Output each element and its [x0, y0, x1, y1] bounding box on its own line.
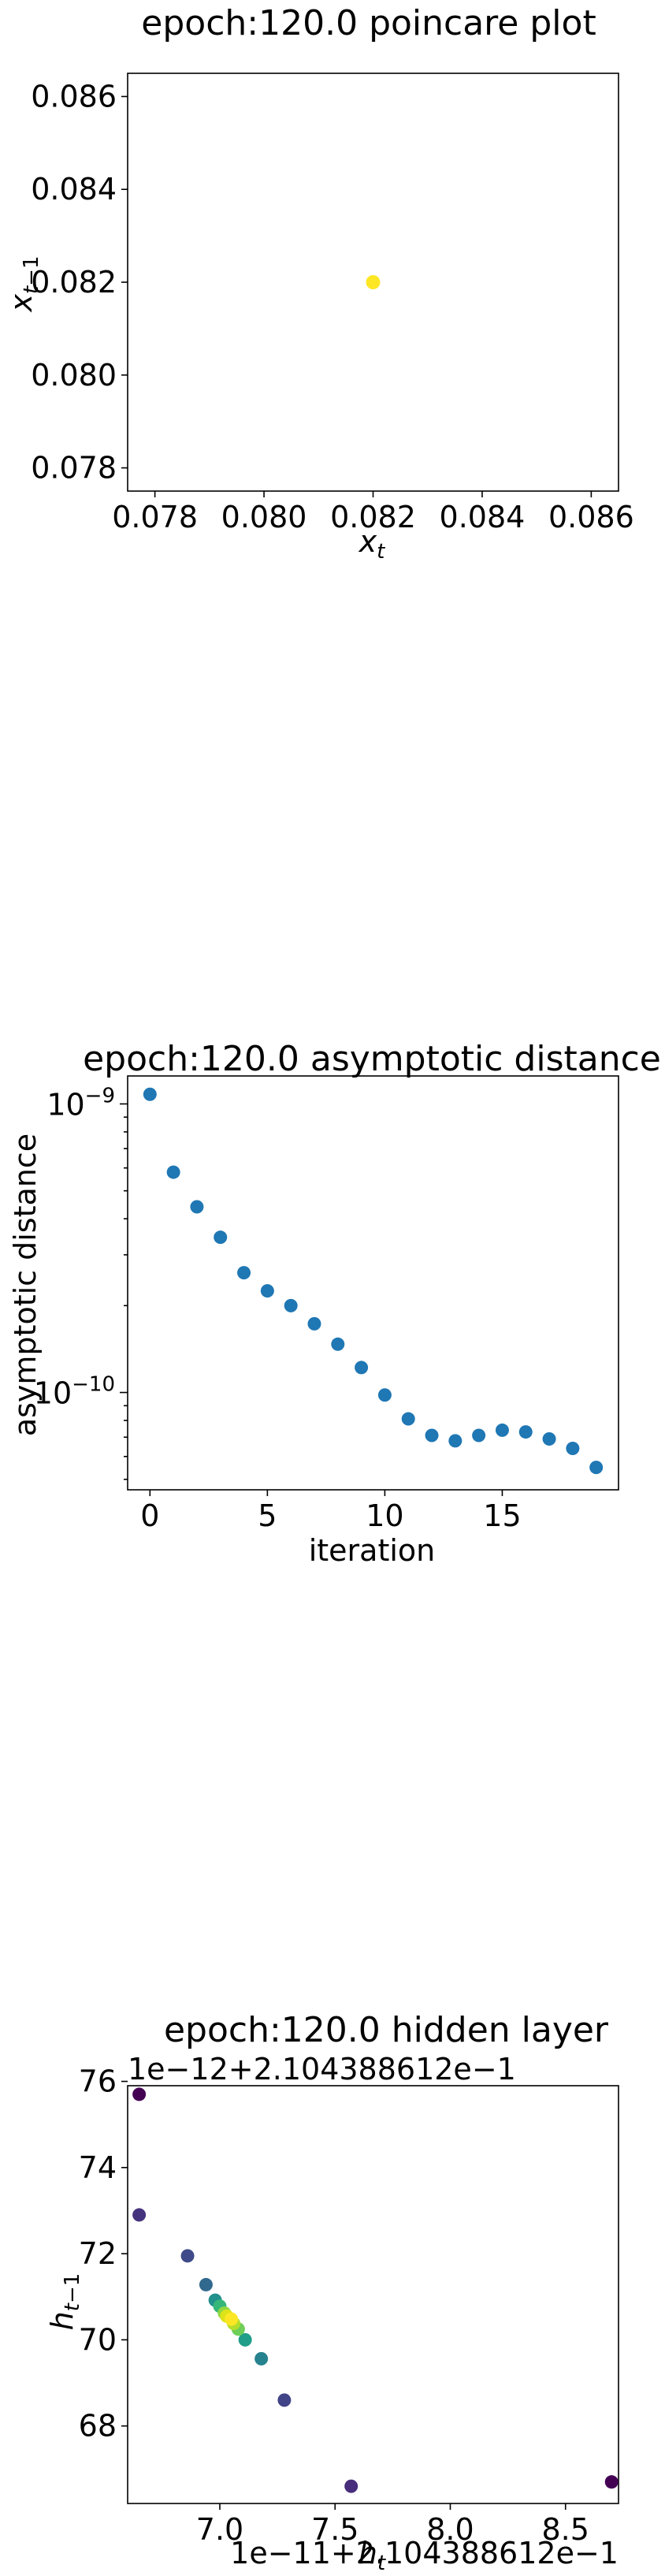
- data-point: [260, 1284, 274, 1298]
- points: [366, 275, 381, 289]
- data-point: [132, 2208, 147, 2222]
- y-ticks: 0.078 0.080 0.082 0.084 0.086: [31, 79, 128, 486]
- y-axis-label: asymptotic distance: [8, 1134, 43, 1436]
- x-tick-label: 7.5: [311, 2512, 359, 2547]
- x-tick-label: 0: [140, 1498, 159, 1533]
- poincare-chart: epoch:120.0 poincare plot 0.078 0.080 0.08…: [4, 3, 634, 564]
- y-axis-label: xt−1: [4, 255, 43, 312]
- x-tick-label: 0.084: [440, 500, 526, 534]
- x-tick-label: 8.0: [426, 2512, 474, 2547]
- x-tick-label: 5: [258, 1498, 277, 1533]
- y-axis-label: ht−1: [45, 2273, 84, 2331]
- y-tick-label: 76: [79, 2064, 117, 2099]
- y-tick-label: 70: [79, 2322, 117, 2357]
- x-tick-label: 7.0: [196, 2512, 243, 2547]
- hidden-layer-chart: epoch:120.0 hidden layer 1e−12+2.1043886…: [45, 2010, 619, 2570]
- x-ticks: 0.078 0.080 0.082 0.084 0.086: [112, 491, 634, 534]
- y-tick-label: 0.084: [31, 172, 117, 207]
- x-ticks: 0 5 10 15: [140, 1490, 522, 1533]
- points: [132, 2087, 619, 2493]
- data-point: [277, 2393, 292, 2407]
- x-axis-label: iteration: [309, 1533, 436, 1568]
- y-tick-label: 0.082: [31, 265, 117, 300]
- data-point: [472, 1428, 486, 1442]
- y-tick-label: 0.078: [31, 451, 117, 486]
- data-point: [425, 1428, 439, 1442]
- data-point: [238, 2332, 252, 2347]
- y-ticks: 10−9 10−10: [34, 1084, 128, 1480]
- data-point: [254, 2351, 269, 2366]
- asymptotic-distance-chart: epoch:120.0 asymptotic distance 0 5 10 15 1…: [8, 1039, 661, 1568]
- plot-frame: [127, 1075, 619, 1491]
- x-tick-label: 0.078: [112, 500, 198, 534]
- data-point: [331, 1337, 345, 1351]
- x-axis-label: ht: [359, 2536, 386, 2570]
- data-point: [284, 1298, 298, 1312]
- data-point: [180, 2249, 195, 2263]
- data-point: [366, 275, 381, 289]
- data-point: [199, 2277, 213, 2291]
- data-point: [542, 1432, 556, 1446]
- data-point: [237, 1266, 251, 1280]
- y-tick-label: 74: [79, 2150, 117, 2185]
- data-point: [225, 2312, 239, 2326]
- data-point: [589, 1461, 604, 1475]
- plot-frame: [127, 2085, 619, 2504]
- y-tick-label: 72: [79, 2236, 117, 2271]
- y-tick-label: 0.086: [31, 79, 117, 114]
- x-tick-label: 0.080: [221, 500, 307, 534]
- data-point: [344, 2479, 359, 2493]
- data-point: [355, 1361, 369, 1375]
- x-axis-label: xt: [359, 524, 386, 564]
- x-tick-label: 10: [366, 1498, 403, 1533]
- y-ticks: 68 70 72 74 76: [79, 2064, 128, 2444]
- chart-title: epoch:120.0 poincare plot: [141, 3, 596, 43]
- x-tick-label: 15: [483, 1498, 521, 1533]
- x-ticks: 7.0 7.5 8.0 8.5: [196, 2503, 589, 2547]
- points: [143, 1087, 604, 1475]
- x-tick-label: 0.086: [548, 500, 634, 534]
- y-offset-text: 1e−12+2.104388612e−1: [128, 2052, 516, 2086]
- data-point: [495, 1423, 509, 1437]
- data-point: [448, 1434, 463, 1448]
- y-tick-label: 0.080: [31, 358, 117, 393]
- data-point: [143, 1087, 157, 1101]
- x-offset-text: 1e−11+2.104388612e−1: [230, 2536, 619, 2570]
- x-tick-label: 0.082: [330, 500, 416, 534]
- chart-title: epoch:120.0 hidden layer: [164, 2010, 609, 2050]
- data-point: [604, 2475, 619, 2489]
- data-point: [307, 1316, 321, 1331]
- y-tick-label: 68: [79, 2409, 117, 2444]
- chart-title: epoch:120.0 asymptotic distance: [83, 1039, 661, 1079]
- data-point: [401, 1412, 415, 1426]
- data-point: [190, 1200, 204, 1214]
- data-point: [166, 1165, 180, 1179]
- data-point: [566, 1441, 580, 1455]
- data-point: [214, 1230, 228, 1245]
- x-tick-label: 8.5: [542, 2512, 589, 2547]
- data-point: [518, 1425, 533, 1439]
- data-point: [132, 2087, 147, 2101]
- y-tick-label: 10−10: [34, 1373, 115, 1411]
- data-point: [377, 1388, 392, 1402]
- y-tick-label: 10−9: [46, 1084, 115, 1122]
